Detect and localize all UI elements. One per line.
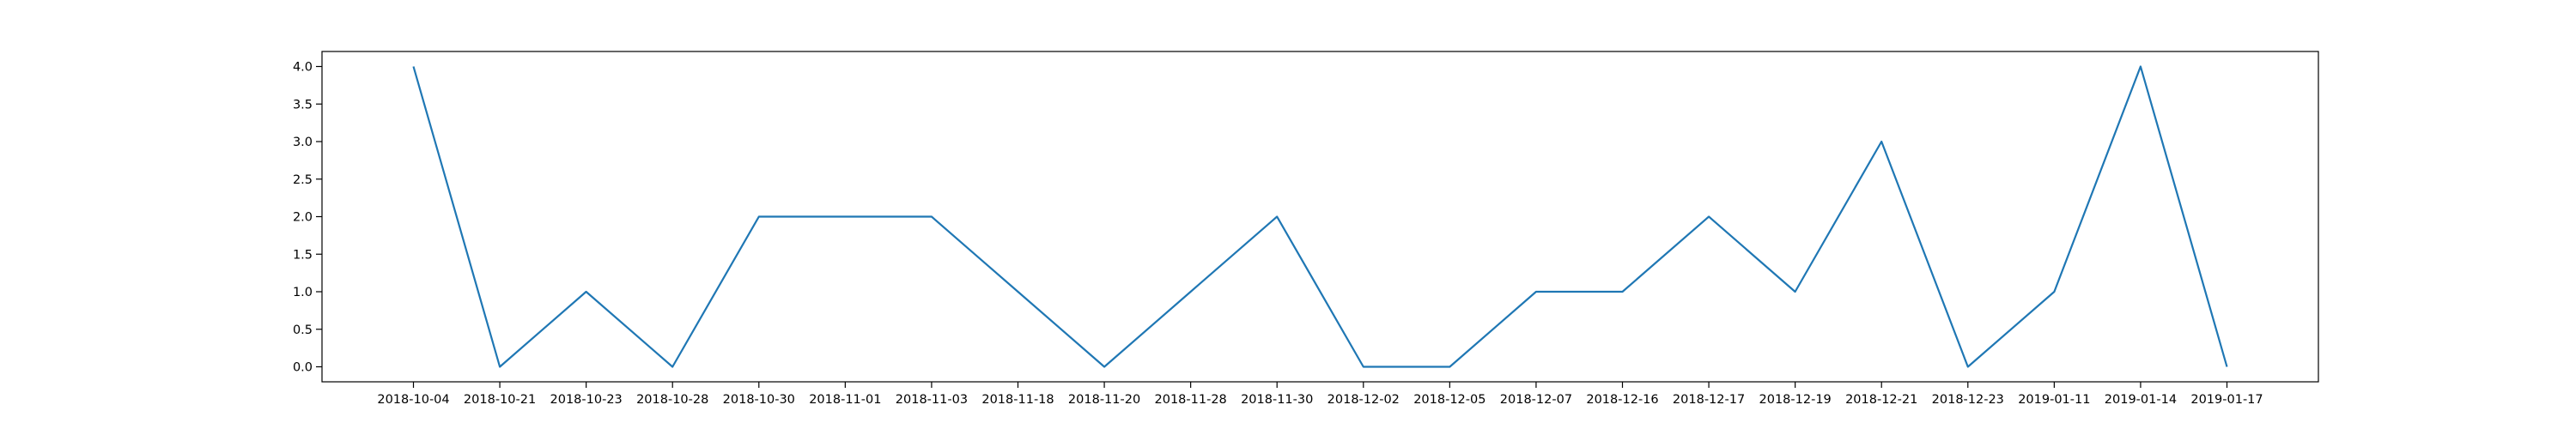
x-tick-label: 2018-12-17 — [1673, 393, 1745, 407]
y-tick-label: 1.0 — [293, 286, 313, 299]
x-axis: 2018-10-04 2018-10-21 2018-10-23 2018-10-28… — [377, 382, 2263, 407]
x-tick-label: 2018-11-18 — [981, 393, 1054, 407]
x-tick-label: 2018-12-23 — [1932, 393, 2004, 407]
x-tick-label: 2018-12-21 — [1845, 393, 1917, 407]
x-tick-label: 2018-11-20 — [1068, 393, 1140, 407]
y-tick-label: 1.5 — [293, 248, 313, 262]
x-tick-label: 2019-01-11 — [2018, 393, 2090, 407]
x-tick-label: 2018-12-05 — [1413, 393, 1485, 407]
x-tick-label: 2018-11-03 — [896, 393, 968, 407]
x-tick-label: 2019-01-17 — [2190, 393, 2263, 407]
x-tick-label: 2019-01-14 — [2105, 393, 2177, 407]
x-tick-label: 2018-10-04 — [377, 393, 449, 407]
y-tick-label: 0.5 — [293, 323, 313, 337]
y-tick-label: 2.0 — [293, 211, 313, 225]
x-tick-label: 2018-12-16 — [1586, 393, 1658, 407]
x-tick-label: 2018-11-01 — [809, 393, 881, 407]
y-tick-label: 0.0 — [293, 361, 313, 375]
x-tick-label: 2018-10-23 — [550, 393, 623, 407]
x-tick-label: 2018-10-21 — [464, 393, 536, 407]
x-tick-label: 2018-11-30 — [1241, 393, 1313, 407]
plot-frame — [321, 51, 2319, 383]
x-tick-label: 2018-12-07 — [1500, 393, 1572, 407]
x-tick-label: 2018-11-28 — [1155, 393, 1227, 407]
y-tick-label: 4.0 — [293, 61, 313, 75]
x-tick-label: 2018-10-30 — [723, 393, 795, 407]
y-tick-label: 3.0 — [293, 136, 313, 149]
x-tick-label: 2018-12-19 — [1759, 393, 1832, 407]
x-tick-label: 2018-12-02 — [1327, 393, 1400, 407]
y-tick-label: 3.5 — [293, 98, 313, 112]
series-line — [412, 65, 2228, 368]
x-tick-label: 2018-10-28 — [636, 393, 708, 407]
y-tick-label: 2.5 — [293, 173, 313, 187]
y-axis: 0.0 0.5 1.0 1.5 2.0 2.5 3.0 3.5 4.0 — [293, 61, 322, 375]
